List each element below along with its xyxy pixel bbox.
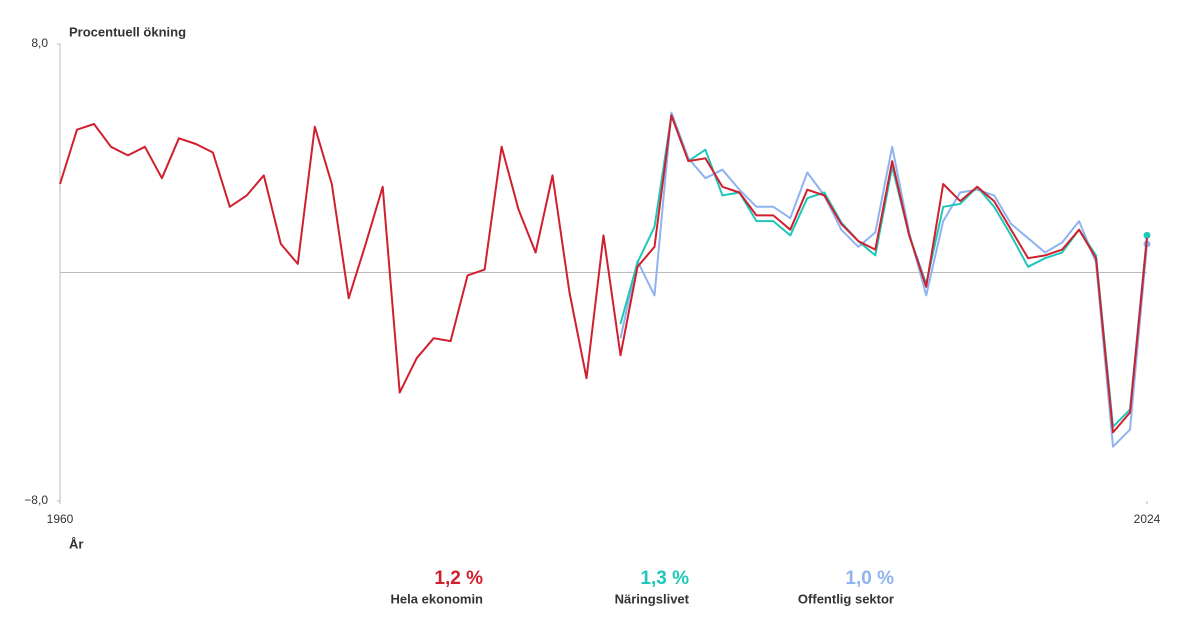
legend-name: Offentlig sektor — [798, 591, 894, 606]
x-tick-label: 1960 — [47, 512, 74, 526]
y-tick-label: −8,0 — [24, 493, 48, 507]
legend-value: 1,3 % — [640, 568, 689, 589]
legend-value: 1,2 % — [434, 568, 483, 589]
legend-value: 1,0 % — [845, 568, 894, 589]
end-marker — [1143, 231, 1151, 239]
series-line — [619, 114, 1148, 428]
legend-name: Hela ekonomin — [391, 591, 484, 606]
x-axis-label: År — [69, 536, 83, 551]
series-line — [59, 114, 1148, 434]
legend-name: Näringslivet — [615, 591, 690, 606]
x-tick-label: 2024 — [1134, 512, 1161, 526]
y-tick-label: 8,0 — [31, 36, 48, 50]
series-line — [619, 111, 1148, 448]
y-axis-label: Procentuell ökning — [69, 24, 186, 39]
